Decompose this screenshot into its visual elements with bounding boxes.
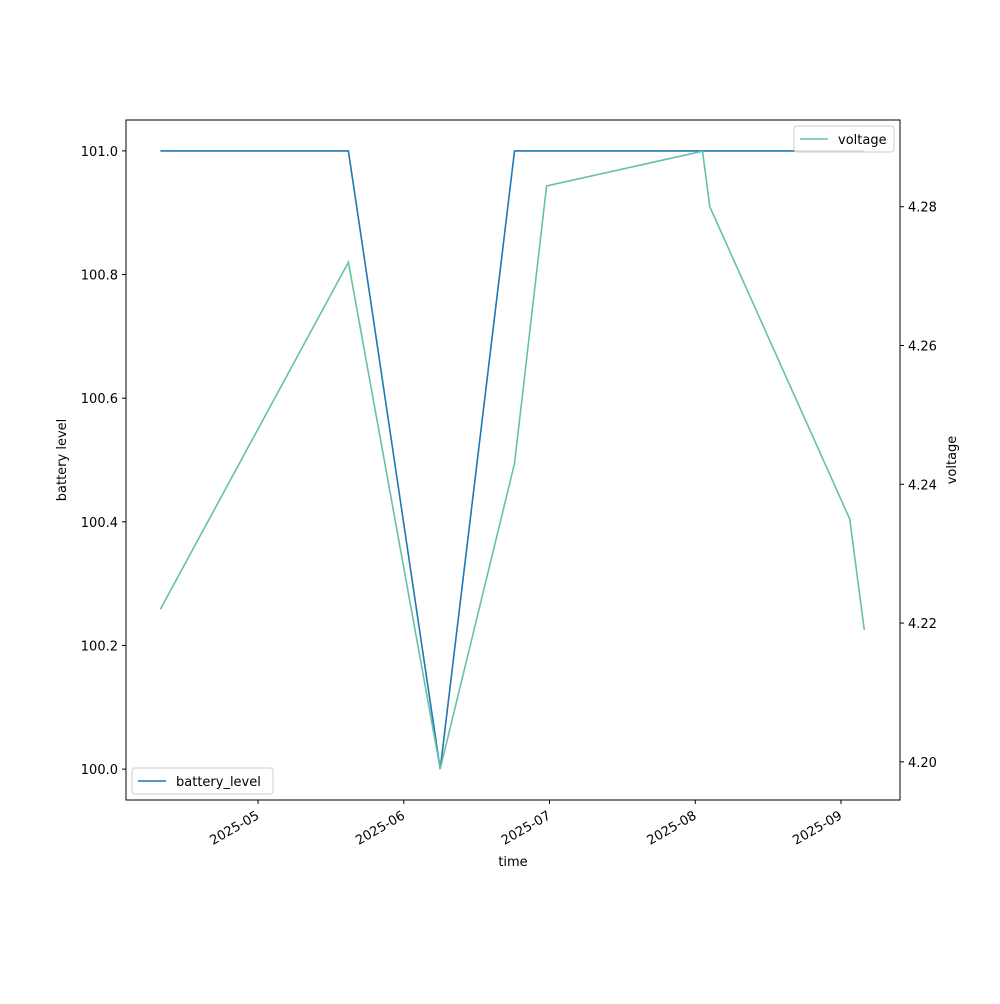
legend-box: [131, 767, 274, 795]
y-tick-label: 100.8: [81, 269, 118, 284]
legend-label: battery_level: [176, 775, 261, 790]
y2-tick-label: 4.28: [908, 201, 937, 216]
x-tick-label: 2025-07: [499, 808, 554, 848]
y-tick-label: 100.6: [81, 392, 118, 407]
y-tick-label: 100.2: [81, 639, 118, 654]
y2-tick-label: 4.20: [908, 756, 937, 771]
series-line: [159, 150, 866, 769]
x-axis-label: time: [498, 855, 527, 870]
y2-tick-label: 4.24: [908, 478, 937, 493]
x-tick-label: 2025-06: [353, 808, 408, 848]
legend-label: voltage: [838, 133, 887, 148]
x-tick-label: 2025-09: [790, 808, 845, 848]
legend-box: [793, 125, 895, 153]
x-tick-label: 2025-05: [207, 808, 262, 848]
y-tick-label: 101.0: [81, 145, 118, 160]
series-line: [160, 150, 865, 770]
y2-tick-label: 4.26: [908, 340, 937, 355]
x-tick-label: 2025-08: [645, 808, 700, 848]
y-tick-label: 100.0: [81, 763, 118, 778]
y-tick-label: 100.4: [81, 516, 118, 531]
y2-tick-label: 4.22: [908, 617, 937, 632]
plot-frame: [125, 119, 901, 801]
y2-axis-label: voltage: [945, 436, 960, 485]
y-axis-label: battery level: [55, 419, 70, 502]
